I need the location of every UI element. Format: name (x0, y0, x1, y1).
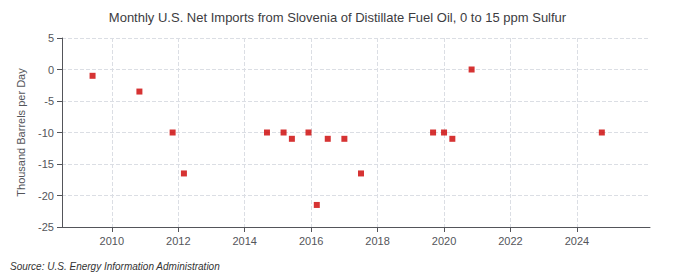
svg-text:2020: 2020 (432, 235, 456, 247)
svg-text:2010: 2010 (100, 235, 124, 247)
svg-text:Monthly U.S. Net Imports from: Monthly U.S. Net Imports from Slovenia o… (109, 10, 567, 25)
svg-text:2012: 2012 (166, 235, 190, 247)
svg-text:2022: 2022 (498, 235, 522, 247)
svg-text:-10: -10 (38, 127, 54, 139)
svg-text:2014: 2014 (232, 235, 256, 247)
svg-text:-25: -25 (38, 221, 54, 233)
svg-text:Source: U.S. Energy Informatio: Source: U.S. Energy Information Administ… (10, 261, 220, 272)
svg-text:-15: -15 (38, 158, 54, 170)
svg-text:5: 5 (48, 32, 54, 44)
svg-text:-5: -5 (44, 95, 54, 107)
svg-text:2018: 2018 (365, 235, 389, 247)
svg-text:2024: 2024 (565, 235, 589, 247)
svg-text:2016: 2016 (299, 235, 323, 247)
svg-text:-20: -20 (38, 190, 54, 202)
svg-text:0: 0 (48, 64, 54, 76)
svg-text:Thousand Barrels per Day: Thousand Barrels per Day (15, 68, 27, 197)
